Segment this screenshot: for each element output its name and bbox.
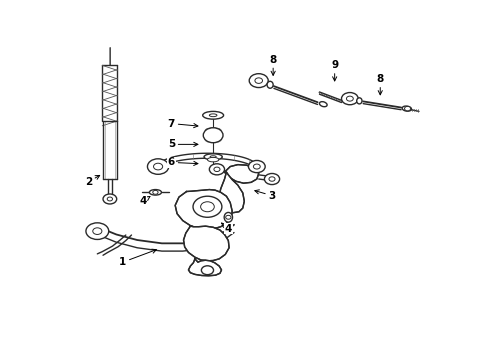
Circle shape: [265, 174, 280, 185]
Circle shape: [193, 196, 222, 217]
Circle shape: [253, 164, 260, 169]
Ellipse shape: [319, 102, 327, 107]
Ellipse shape: [402, 106, 412, 111]
Ellipse shape: [204, 154, 222, 160]
Circle shape: [255, 78, 263, 84]
Circle shape: [342, 93, 358, 105]
Circle shape: [346, 96, 353, 101]
Circle shape: [201, 266, 214, 275]
Ellipse shape: [209, 114, 217, 117]
Polygon shape: [175, 190, 232, 229]
Ellipse shape: [224, 212, 233, 222]
Ellipse shape: [149, 190, 162, 195]
Text: 8: 8: [377, 74, 384, 95]
Text: 2: 2: [85, 175, 99, 187]
Polygon shape: [224, 165, 259, 183]
Circle shape: [405, 107, 411, 111]
Text: 5: 5: [168, 139, 198, 149]
Text: 4: 4: [139, 196, 150, 206]
Ellipse shape: [203, 128, 223, 143]
Circle shape: [147, 159, 169, 174]
Circle shape: [107, 197, 113, 201]
Circle shape: [103, 194, 117, 204]
Circle shape: [93, 228, 102, 234]
Text: 1: 1: [119, 249, 156, 267]
Circle shape: [226, 215, 231, 219]
Ellipse shape: [210, 156, 216, 158]
Circle shape: [153, 190, 158, 194]
Circle shape: [249, 74, 268, 87]
Text: 4: 4: [221, 223, 232, 234]
Circle shape: [153, 163, 163, 170]
Polygon shape: [189, 259, 221, 276]
Ellipse shape: [203, 111, 223, 119]
Polygon shape: [184, 226, 229, 261]
Ellipse shape: [207, 157, 219, 162]
Circle shape: [269, 177, 275, 181]
Polygon shape: [219, 172, 245, 213]
Ellipse shape: [267, 81, 273, 88]
Circle shape: [214, 167, 220, 172]
Text: 9: 9: [331, 60, 338, 81]
Text: 3: 3: [255, 190, 276, 201]
Text: 8: 8: [270, 55, 277, 75]
Circle shape: [200, 202, 214, 212]
Circle shape: [86, 223, 109, 239]
Circle shape: [209, 164, 224, 175]
Text: 7: 7: [168, 118, 198, 129]
Text: 6: 6: [168, 157, 198, 167]
Circle shape: [248, 161, 265, 173]
Ellipse shape: [357, 98, 362, 104]
